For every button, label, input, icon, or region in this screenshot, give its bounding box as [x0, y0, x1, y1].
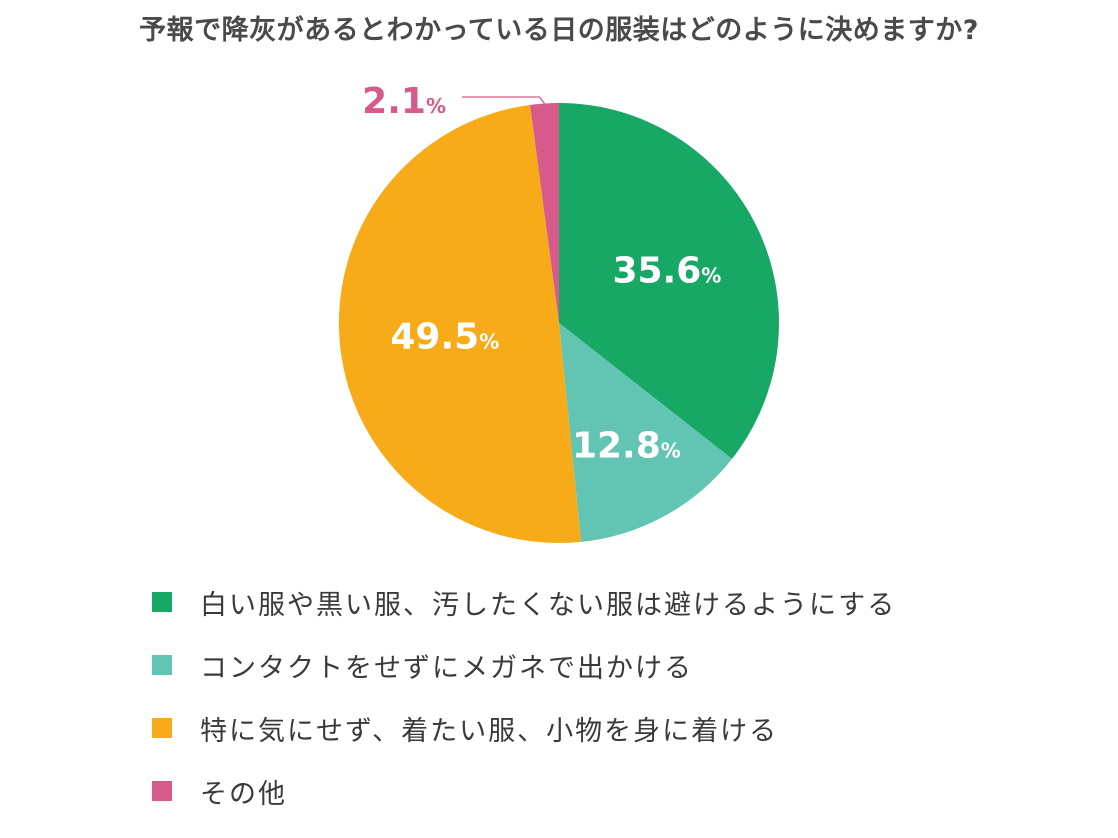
legend-label-1: コンタクトをせずにメガネで出かける — [200, 652, 693, 684]
pie-slice-3 — [530, 103, 559, 323]
data-label-0: 35.6% — [612, 251, 721, 292]
pie-slice-1 — [559, 323, 732, 542]
legend-label-3: その他 — [200, 778, 287, 810]
data-label-2: 49.5% — [390, 316, 499, 357]
data-label-3: 2.1% — [362, 81, 446, 122]
chart-title: 予報で降灰があるとわかっている日の服装はどのように決めますか? — [139, 15, 979, 46]
pie-chart: 35.6% 12.8% 49.5% 2.1% — [338, 81, 779, 544]
pie-slice-0 — [559, 103, 779, 459]
pie-slice-2 — [338, 104, 582, 544]
legend-swatch-3 — [152, 781, 172, 801]
legend-item: その他 — [152, 771, 896, 811]
legend-swatch-2 — [152, 718, 172, 738]
legend-item: 特に気にせず、着たい服、小物を身に着ける — [152, 708, 896, 748]
chart-legend: 白い服や黒い服、汚したくない服は避けるようにする コンタクトをせずにメガネで出か… — [152, 582, 896, 834]
legend-item: 白い服や黒い服、汚したくない服は避けるようにする — [152, 582, 896, 622]
leader-line-3 — [462, 96, 546, 104]
legend-label-2: 特に気にせず、着たい服、小物を身に着ける — [200, 715, 779, 747]
legend-swatch-0 — [152, 592, 172, 612]
legend-swatch-1 — [152, 655, 172, 675]
legend-item: コンタクトをせずにメガネで出かける — [152, 645, 896, 685]
data-label-1: 12.8% — [572, 426, 681, 467]
legend-label-0: 白い服や黒い服、汚したくない服は避けるようにする — [200, 589, 897, 621]
